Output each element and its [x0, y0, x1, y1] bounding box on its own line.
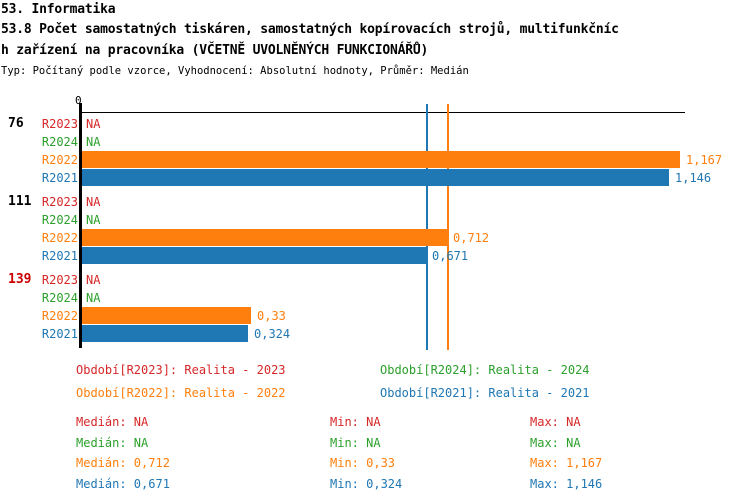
bar-R2021-111[interactable] — [82, 247, 426, 264]
legend-item-4: Období[R2021]: Realita - 2021 — [380, 386, 590, 400]
stat-min: Min: 0,324 — [330, 476, 403, 491]
series-label: R2023 — [41, 273, 78, 287]
median-line-R2021 — [426, 104, 428, 350]
series-label: R2024 — [41, 213, 78, 227]
stat-median: Medián: NA — [76, 435, 149, 450]
bar-value-label: 0,671 — [432, 249, 469, 263]
series-label: R2024 — [41, 135, 78, 149]
stat-max: Max: 1,167 — [530, 456, 603, 470]
x-axis-zero-label: 0 — [75, 94, 82, 107]
bar-value-na: NA — [86, 273, 101, 287]
legend-item-2: Období[R2024]: Realita - 2024 — [380, 363, 590, 377]
series-label: R2022 — [41, 153, 78, 167]
series-label: R2023 — [41, 195, 78, 209]
bar-R2021-76[interactable] — [82, 169, 669, 186]
series-label: R2024 — [41, 291, 78, 305]
bar-value-na: NA — [86, 291, 101, 305]
series-label: R2021 — [41, 327, 78, 341]
indicator-title-line1: 53.8 Počet samostatných tiskáren, samost… — [1, 22, 619, 37]
legend-item-1: Období[R2023]: Realita - 2023 — [76, 363, 286, 377]
series-label: R2023 — [41, 117, 78, 131]
stat-min: Min: 0,33 — [330, 456, 396, 470]
indicator-title-line2: h zařízení na pracovníka (VČETNĚ UVOLNĚN… — [1, 43, 429, 58]
category-label: 76 — [8, 116, 24, 131]
category-label: 139 — [8, 272, 32, 287]
bar-R2022-76[interactable] — [82, 151, 680, 168]
x-axis-line — [79, 112, 685, 113]
legend-item-3: Období[R2022]: Realita - 2022 — [76, 386, 286, 400]
bar-value-na: NA — [86, 135, 101, 149]
bar-value-na: NA — [86, 213, 101, 227]
bar-value-label: 0,33 — [257, 309, 286, 323]
bar-value-label: 1,146 — [675, 171, 712, 185]
bar-R2022-139[interactable] — [82, 307, 251, 324]
y-axis-line — [79, 103, 82, 348]
bar-R2022-111[interactable] — [82, 229, 447, 246]
series-label: R2021 — [41, 171, 78, 185]
stat-median: Medián: 0,712 — [76, 456, 170, 470]
stat-min: Min: NA — [330, 435, 381, 450]
stat-max: Max: 1,146 — [530, 476, 603, 491]
category-label: 111 — [8, 194, 32, 209]
stat-max: Max: NA — [530, 415, 581, 429]
series-label: R2022 — [41, 309, 78, 323]
indicator-meta: Typ: Počítaný podle vzorce, Vyhodnocení:… — [1, 65, 469, 77]
stat-median: Medián: 0,671 — [76, 476, 170, 491]
stat-min: Min: NA — [330, 415, 381, 429]
bar-value-na: NA — [86, 117, 101, 131]
median-line-R2022 — [447, 104, 449, 350]
bar-value-na: NA — [86, 195, 101, 209]
bar-R2021-139[interactable] — [82, 325, 248, 342]
series-label: R2021 — [41, 249, 78, 263]
bar-value-label: 0,712 — [453, 231, 490, 245]
stat-max: Max: NA — [530, 435, 581, 450]
bar-value-label: 1,167 — [686, 153, 723, 167]
series-label: R2022 — [41, 231, 78, 245]
bar-value-label: 0,324 — [254, 327, 291, 341]
section-title: 53. Informatika — [1, 2, 116, 17]
stat-median: Medián: NA — [76, 415, 149, 429]
